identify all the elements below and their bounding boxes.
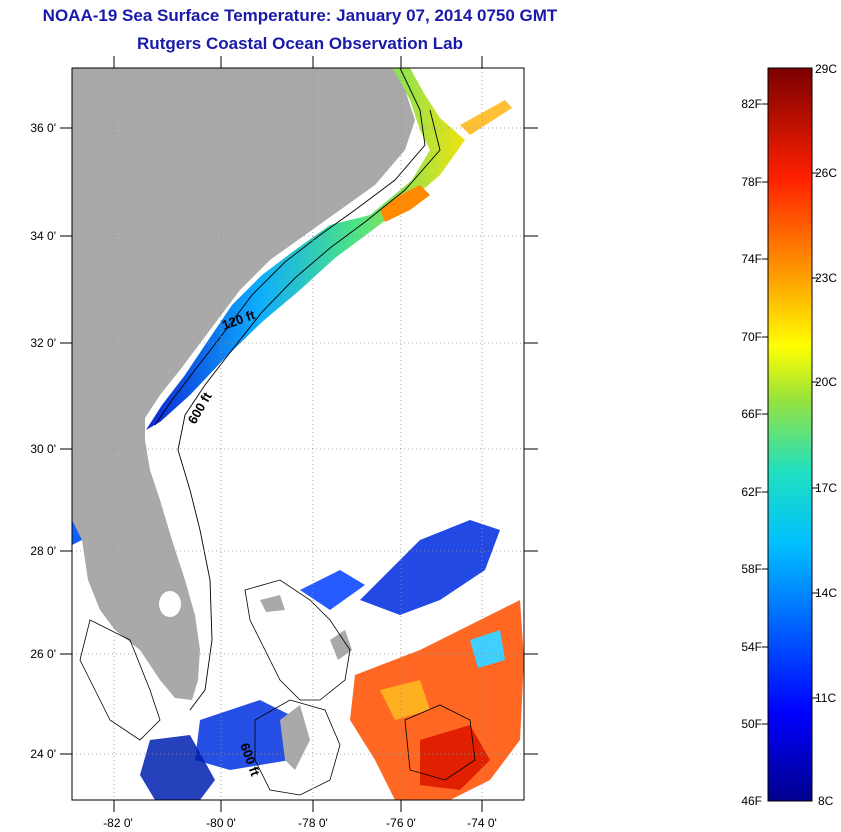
- colorbar-celsius-label: 23C: [815, 271, 837, 285]
- depth-contour-600ft: [177, 109, 441, 711]
- colorbar-celsius-label: 26C: [815, 166, 837, 180]
- map-grid: [72, 68, 524, 800]
- axis-ticks: [60, 56, 538, 812]
- lon-label: -80 0': [206, 816, 236, 830]
- depth-contour-bahamas: [244, 579, 351, 701]
- colorbar-celsius-label: 11C: [815, 691, 836, 705]
- colorbar-fahrenheit-label: 54F: [741, 640, 762, 654]
- map-title: NOAA-19 Sea Surface Temperature: January…: [42, 6, 558, 25]
- blue-sst-patch: [140, 735, 215, 800]
- map-border: [71, 67, 525, 801]
- lat-label: 24 0': [30, 747, 56, 761]
- lon-label: -82 0': [103, 816, 133, 830]
- lat-label: 36 0': [30, 121, 56, 135]
- colorbar-celsius-label: 17C: [815, 481, 837, 495]
- warm-patch: [460, 100, 512, 135]
- colorbar-fahrenheit-label: 74F: [741, 252, 762, 266]
- lat-label: 34 0': [30, 229, 56, 243]
- land-bahamas: [330, 630, 352, 660]
- colorbar: [767, 67, 813, 802]
- colorbar-celsius-label: 20C: [815, 375, 837, 389]
- map-subtitle: Rutgers Coastal Ocean Observation Lab: [137, 34, 463, 53]
- colorbar-ticks: [762, 103, 818, 725]
- colorbar-fahrenheit-min: 46F: [741, 794, 762, 808]
- depth-contour: [404, 704, 476, 781]
- colorbar-celsius-min: 8C: [818, 794, 834, 808]
- lon-label: -74 0': [467, 816, 497, 830]
- depth-contour-120ft: [154, 68, 426, 426]
- lat-label: 28 0': [30, 544, 56, 558]
- land-bahamas: [260, 595, 285, 612]
- offshore-warm-streak: [380, 185, 430, 222]
- coastal-sst-band: [146, 68, 465, 430]
- land-mainland: [72, 68, 415, 700]
- land-bahamas: [280, 705, 310, 770]
- depth-contour: [79, 619, 161, 741]
- southeast-warm-region: [470, 630, 505, 668]
- colorbar-celsius-max: 29C: [815, 62, 837, 76]
- colorbar-fahrenheit-label: 58F: [741, 562, 762, 576]
- colorbar-fahrenheit-label: 62F: [741, 485, 762, 499]
- lake-okeechobee: [159, 591, 181, 617]
- blue-sst-patch: [360, 520, 500, 615]
- southeast-warm-region: [380, 680, 430, 720]
- colorbar-fahrenheit-label: 66F: [741, 407, 762, 421]
- colorbar-fahrenheit-label: 82F: [741, 97, 762, 111]
- colorbar-fahrenheit-label: 50F: [741, 717, 762, 731]
- lat-label: 32 0': [30, 336, 56, 350]
- blue-sst-patch: [300, 570, 365, 610]
- lon-label: -76 0': [386, 816, 416, 830]
- colorbar-fahrenheit-label: 78F: [741, 175, 762, 189]
- lat-label: 30 0': [30, 442, 56, 456]
- lat-label: 26 0': [30, 647, 56, 661]
- colorbar-celsius-label: 14C: [815, 586, 837, 600]
- lon-label: -78 0': [298, 816, 328, 830]
- depth-contour-bahamas: [254, 699, 341, 796]
- colorbar-fahrenheit-label: 70F: [741, 330, 762, 344]
